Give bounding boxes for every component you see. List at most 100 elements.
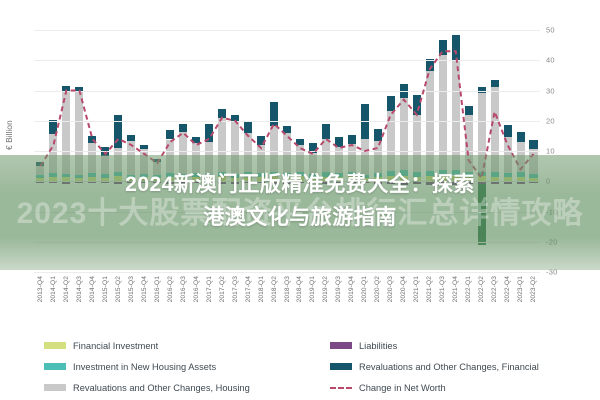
legend-label: Investment in New Housing Assets	[73, 361, 217, 372]
bar-segment	[192, 136, 201, 143]
x-tick-label: 2016-Q3	[179, 276, 187, 303]
gridline	[34, 151, 540, 152]
bar-segment	[451, 35, 460, 62]
bar-segment	[516, 131, 525, 143]
x-tick-label: 2023-Q2	[530, 276, 537, 303]
headline-line-2: 港澳文化与旅游指南	[203, 206, 397, 229]
x-tick-label: 2016-Q4	[192, 276, 200, 303]
bar-segment	[386, 95, 395, 111]
x-tick-label: 2020-Q2	[374, 276, 382, 303]
x-tick-label: 2016-Q1	[153, 276, 161, 303]
legend-column-right: Liabilities Revaluations and Other Change…	[330, 335, 539, 398]
legend-item[interactable]: Change in Net Worth	[330, 377, 539, 398]
bar-segment	[490, 79, 499, 88]
x-tick-label: 2014-Q3	[75, 276, 83, 303]
gridline	[34, 30, 540, 31]
gridline	[34, 90, 540, 92]
legend-item[interactable]: Revaluations and Other Changes, Financia…	[330, 356, 539, 377]
x-tick-label: 2019-Q4	[348, 276, 356, 303]
legend-label: Revaluations and Other Changes, Housing	[73, 382, 250, 393]
legend-swatch-icon	[44, 384, 66, 391]
bar-segment	[270, 101, 279, 127]
gridline	[34, 120, 540, 122]
x-tick-label: 2017-Q4	[244, 276, 252, 303]
y-tick-label: 30	[546, 86, 555, 95]
x-tick-label: 2014-Q4	[88, 276, 96, 303]
legend-item[interactable]: Financial Investment	[44, 335, 250, 356]
x-tick-label: 2019-Q1	[309, 276, 317, 303]
x-tick-label: 2015-Q1	[101, 276, 109, 303]
headline-overlay: 2024新澳门正版精准免费大全：探索 港澳文化与旅游指南	[0, 168, 600, 234]
y-tick-label: 40	[546, 55, 555, 65]
x-tick-label: 2018-Q4	[296, 276, 304, 303]
bar-segment	[49, 120, 58, 134]
bar-segment	[321, 123, 330, 139]
legend-column-left: Financial Investment Investment in New Ho…	[44, 335, 250, 398]
gridline	[34, 272, 540, 273]
x-tick-label: 2013-Q4	[36, 276, 44, 303]
gridline	[34, 60, 540, 62]
x-tick-label: 2021-Q2	[426, 276, 434, 303]
x-tick-label: 2015-Q4	[140, 276, 148, 303]
bar-segment	[140, 144, 149, 150]
legend-item[interactable]: Investment in New Housing Assets	[44, 356, 250, 377]
bar-segment	[282, 125, 291, 134]
x-tick-label: 2021-Q1	[413, 276, 421, 303]
bar-segment	[529, 140, 538, 150]
bar-segment	[257, 135, 266, 145]
y-tick-label: 50	[546, 25, 555, 35]
bar-segment	[166, 130, 175, 140]
green-overlay-banner	[0, 155, 600, 270]
x-axis-ticks: 2013-Q4 2014-Q1 2014-Q2 2014-Q3 2014-Q4 2015-…	[34, 276, 540, 326]
bar-segment	[295, 138, 304, 145]
legend-swatch-icon	[44, 363, 66, 370]
legend-label: Revaluations and Other Changes, Financia…	[359, 361, 539, 372]
legend-swatch-icon	[44, 342, 66, 349]
bar-segment	[334, 136, 343, 148]
legend-label: Change in Net Worth	[359, 382, 446, 393]
watermark-text: 2023十大股票配资平台排行汇总详情攻略	[16, 197, 584, 230]
x-tick-label: 2018-Q1	[257, 276, 265, 303]
x-tick-label: 2017-Q2	[218, 276, 226, 303]
bar-segment	[503, 124, 512, 137]
x-tick-label: 2017-Q1	[205, 276, 213, 303]
legend-item[interactable]: Liabilities	[330, 335, 539, 356]
x-tick-label: 2020-Q1	[361, 276, 369, 303]
x-tick-label: 2023-Q1	[517, 276, 525, 303]
x-tick-label: 2022-Q3	[491, 276, 499, 303]
x-tick-label: 2020-Q3	[387, 276, 395, 303]
bar-segment	[438, 54, 447, 170]
legend-label: Liabilities	[359, 340, 398, 351]
x-tick-label: 2019-Q2	[322, 276, 330, 303]
bar-segment	[451, 61, 460, 171]
x-tick-label: 2021-Q3	[439, 276, 447, 303]
x-tick-label: 2014-Q2	[62, 276, 70, 303]
x-tick-label: 2022-Q4	[504, 276, 512, 303]
x-tick-label: 2017-Q3	[231, 276, 239, 303]
x-tick-label: 2015-Q3	[127, 276, 135, 303]
x-tick-label: 2014-Q1	[49, 276, 57, 303]
headline-line-1: 2024新澳门正版精准免费大全：探索	[125, 173, 475, 196]
bar-segment	[244, 121, 253, 134]
y-tick-label: -30	[546, 267, 558, 277]
x-tick-label: 2015-Q2	[114, 276, 122, 303]
x-tick-label: 2018-Q3	[283, 276, 291, 303]
bar-segment	[412, 95, 421, 115]
bar-segment	[438, 39, 447, 55]
bar-segment	[464, 105, 473, 115]
bar-segment	[373, 129, 382, 142]
x-tick-label: 2019-Q3	[335, 276, 343, 303]
x-tick-label: 2021-Q4	[452, 276, 460, 303]
x-tick-label: 2016-Q2	[166, 276, 174, 303]
x-tick-label: 2020-Q4	[400, 276, 408, 303]
legend-label: Financial Investment	[73, 340, 159, 351]
y-tick-label: 20	[546, 116, 555, 126]
y-tick-label: 10	[546, 146, 555, 156]
bar-segment	[347, 135, 356, 145]
bar-segment	[205, 123, 214, 142]
legend-item[interactable]: Revaluations and Other Changes, Housing	[44, 377, 250, 398]
legend-swatch-icon	[330, 342, 352, 349]
legend-dashed-line-icon	[330, 386, 352, 389]
x-tick-label: 2022-Q2	[478, 276, 486, 303]
